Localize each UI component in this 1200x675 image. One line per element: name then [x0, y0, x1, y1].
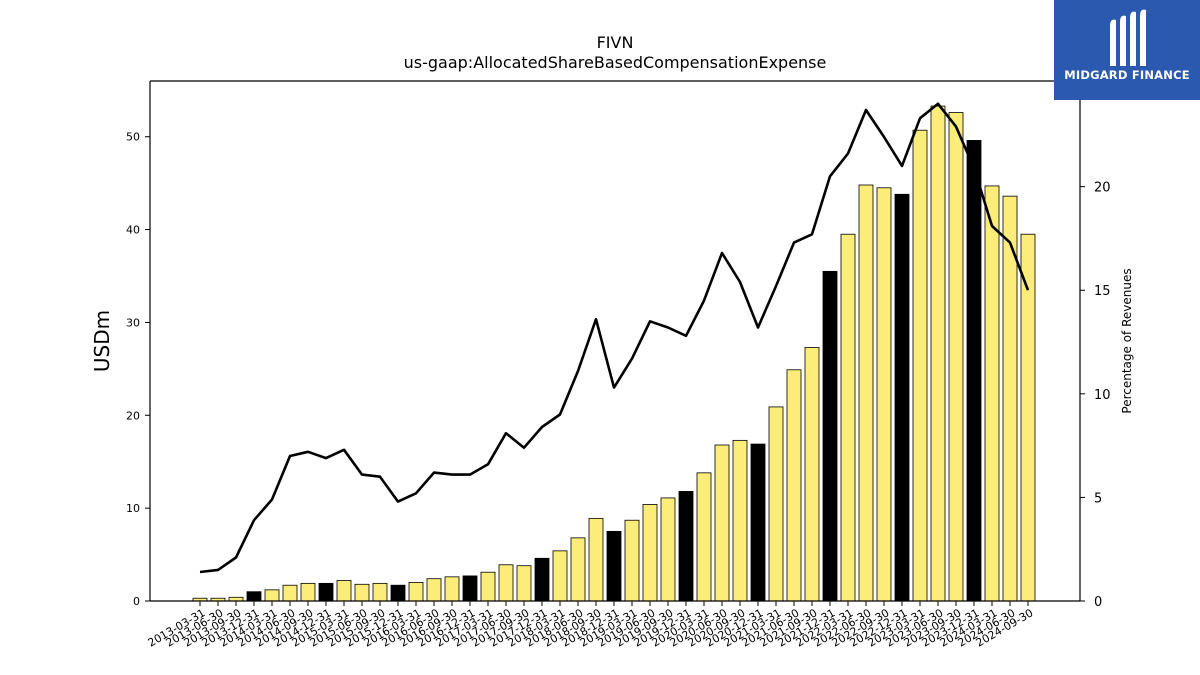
- bar-2024-03-31: [984, 185, 1000, 602]
- y2-tick-label: 10: [1094, 388, 1111, 403]
- bar-2021-06-30: [786, 369, 802, 602]
- x-axis: 2013-03-312013-06-302013-09-302013-12-31…: [146, 601, 1036, 650]
- bar-2023-09-30: [948, 112, 964, 602]
- y-tick-label: 10: [126, 502, 140, 515]
- bar-2016-09-30: [444, 576, 460, 602]
- bar-2021-03-31: [768, 406, 784, 602]
- bar-2020-06-30: [714, 444, 730, 602]
- left-y-axis: 0 10 20 30 40 50: [126, 131, 150, 608]
- bar-2015-03-31: [336, 580, 352, 602]
- bar-2023-03-31: [912, 129, 928, 602]
- axes: [149, 80, 1081, 602]
- bar-2023-12-31: [966, 140, 982, 602]
- y-tick-label: 50: [126, 131, 140, 144]
- bar-2017-03-31: [480, 571, 496, 602]
- revenue-percentage-line: [199, 102, 1030, 574]
- chart-subtitle: us-gaap:AllocatedShareBasedCompensationE…: [404, 53, 827, 72]
- bar-2021-12-31: [822, 270, 838, 602]
- bar-2017-06-30: [498, 564, 514, 602]
- bar-2014-03-31: [264, 589, 280, 602]
- bar-2015-06-30: [354, 583, 370, 602]
- bar-2018-09-30: [588, 517, 604, 602]
- bar-2015-12-31: [390, 584, 406, 602]
- y2-tick-label: 5: [1094, 491, 1102, 506]
- line-series: [199, 102, 1030, 574]
- bar-2014-09-30: [300, 582, 316, 602]
- bar-2022-12-31: [894, 193, 910, 602]
- bar-2020-12-31: [750, 443, 766, 602]
- y2-axis-label: Percentage of Revenues: [1120, 268, 1134, 413]
- bar-2019-03-31: [624, 519, 640, 602]
- midgard-logo-icon: [1110, 9, 1146, 67]
- bar-2020-03-31: [696, 472, 712, 602]
- brand-logo: MIDGARD FINANCE: [1054, 0, 1200, 100]
- y2-tick-label: 15: [1094, 284, 1111, 299]
- bar-2014-06-30: [282, 584, 298, 602]
- y-tick-label: 20: [126, 409, 140, 422]
- bar-2019-12-31: [678, 491, 694, 602]
- bar-2016-03-31: [408, 582, 424, 602]
- bar-2023-06-30: [930, 105, 946, 602]
- bar-2014-12-31: [318, 582, 334, 602]
- logo-text: MIDGARD FINANCE: [1064, 68, 1190, 82]
- bar-2022-03-31: [840, 233, 856, 602]
- y2-tick-label: 20: [1094, 181, 1111, 196]
- bar-2018-03-31: [552, 550, 568, 602]
- right-y-axis: 0 5 10 15 20: [1080, 181, 1111, 610]
- bar-2021-09-30: [804, 347, 820, 602]
- bar-2022-09-30: [876, 187, 892, 602]
- bar-2017-12-31: [534, 557, 550, 602]
- y2-tick-label: 0: [1094, 595, 1102, 610]
- bar-2015-09-30: [372, 582, 388, 602]
- bar-2016-12-31: [462, 575, 478, 602]
- chart-title: FIVN: [597, 33, 634, 52]
- bar-series: [192, 105, 1036, 602]
- bar-2017-09-30: [516, 565, 532, 602]
- bar-2016-06-30: [426, 578, 442, 602]
- bar-2022-06-30: [858, 184, 874, 602]
- bar-2019-06-30: [642, 504, 658, 602]
- y-axis-label: USDm: [90, 310, 114, 372]
- bar-2019-09-30: [660, 497, 676, 602]
- bar-2020-09-30: [732, 439, 748, 602]
- bar-2018-12-31: [606, 530, 622, 602]
- y-tick-label: 0: [133, 595, 140, 608]
- y-tick-label: 40: [126, 224, 140, 237]
- bar-2018-06-30: [570, 537, 586, 602]
- bar-2013-12-31: [246, 591, 262, 602]
- y-tick-label: 30: [126, 316, 140, 329]
